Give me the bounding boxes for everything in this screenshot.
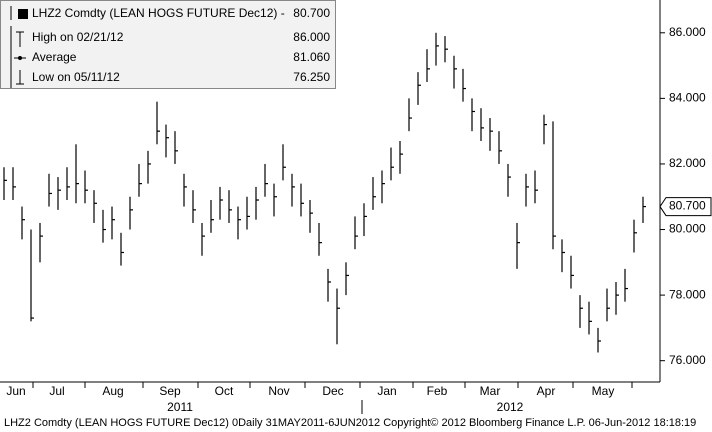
x-tick-label: Dec	[322, 384, 343, 398]
last-price-tag	[659, 197, 712, 217]
x-tick-label: May	[592, 384, 615, 398]
legend-icon	[18, 56, 22, 60]
legend-icon	[18, 9, 28, 19]
legend-label: Average	[32, 50, 77, 64]
x-tick-label: Oct	[215, 384, 234, 398]
legend-value: 86.000	[293, 30, 330, 44]
x-tick-label: Sep	[159, 384, 181, 398]
legend-value: 80.700	[293, 6, 330, 20]
legend-box	[0, 0, 336, 89]
y-tick-label: 84.000	[669, 91, 706, 105]
legend-label: LHZ2 Comdty (LEAN HOGS FUTURE Dec12) -	[32, 6, 285, 20]
y-tick-label: 78.000	[669, 287, 706, 301]
y-tick-label: 76.000	[669, 353, 706, 367]
legend-label: Low on 05/11/12	[32, 70, 120, 84]
x-tick-label: Jun	[6, 384, 25, 398]
x-tick-label: Feb	[427, 384, 448, 398]
year-label: 2011	[167, 400, 193, 414]
legend-value: 76.250	[293, 70, 330, 84]
legend-icons	[10, 6, 28, 88]
x-tick-label: Jul	[49, 384, 64, 398]
last-price-label: 80.700	[669, 199, 706, 213]
legend-label: High on 02/21/12	[32, 30, 124, 44]
x-tick-label: Apr	[537, 384, 556, 398]
year-label: 2012	[497, 400, 524, 414]
y-tick-label: 80.000	[669, 222, 706, 236]
x-tick-label: Nov	[268, 384, 289, 398]
y-tick-label: 82.000	[669, 156, 706, 170]
y-tick-label: 86.000	[669, 25, 706, 39]
x-tick-label: Jan	[377, 384, 396, 398]
x-tick-label: Mar	[480, 384, 501, 398]
footer: LHZ2 Comdty (LEAN HOGS FUTURE Dec12) 0Da…	[4, 417, 696, 429]
x-tick-label: Aug	[102, 384, 123, 398]
legend-value: 81.060	[293, 50, 330, 64]
